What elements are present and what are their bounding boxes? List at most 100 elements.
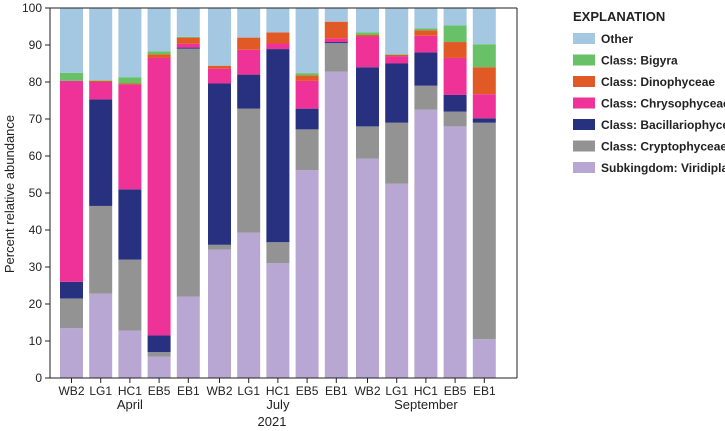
y-tick-label: 10 — [29, 334, 43, 348]
bar-segment — [472, 8, 496, 45]
bar-segment — [60, 298, 83, 329]
bar-segment — [89, 82, 113, 100]
bar-segment — [443, 8, 467, 26]
y-tick-label: 0 — [35, 371, 42, 385]
legend-swatch — [573, 97, 595, 109]
group-label: April — [117, 397, 143, 412]
bar-segment — [118, 8, 142, 78]
group-label: July — [266, 397, 290, 412]
bar-segment — [176, 8, 200, 37]
x-tick-label: EB1 — [325, 384, 348, 398]
y-tick-label: 80 — [29, 75, 43, 89]
bar-segment — [237, 49, 261, 75]
bar-segment — [414, 52, 438, 86]
bar-segment — [89, 80, 113, 81]
y-tick-label: 100 — [22, 1, 42, 15]
legend-entry: Subkingdom: Viridiplantae — [601, 161, 725, 175]
x-tick-labels: WB2 LG1 HC1 EB5 EB1 WB2 LG1 HC1 EB5 EB1 WB2 LG1 HC1 E… — [58, 378, 496, 398]
bar-segment — [237, 108, 261, 233]
bar-segment — [237, 8, 261, 38]
x-tick-label: HC1 — [118, 384, 142, 398]
legend-entry: Other — [601, 32, 633, 46]
x-tick-label: HC1 — [414, 384, 438, 398]
bar-segment — [356, 32, 379, 36]
bar-segment — [208, 244, 231, 250]
bar-segment — [385, 183, 409, 378]
bar-segment — [208, 68, 231, 84]
bar-segment — [472, 67, 496, 95]
bar-segment — [237, 74, 261, 109]
legend-entry: Class: Bigyra — [601, 54, 678, 68]
bars — [60, 8, 496, 379]
x-tick-label: EB5 — [148, 384, 171, 398]
bar-segment — [443, 57, 467, 95]
bar-segment — [266, 242, 290, 264]
bar-segment — [295, 170, 319, 378]
x-axis-year-label: 2021 — [258, 414, 287, 429]
legend-title: EXPLANATION — [573, 9, 665, 24]
y-axis-title: Percent relative abundance — [2, 115, 17, 273]
bar-segment — [385, 8, 409, 55]
bar-segment — [176, 47, 200, 49]
legend-swatch — [573, 140, 595, 152]
bar-segment — [89, 80, 113, 82]
bar-segment — [266, 32, 290, 44]
bar-segment — [443, 42, 467, 58]
bar-segment — [89, 293, 113, 378]
group-label: September — [394, 397, 458, 412]
y-tick-label: 20 — [29, 297, 43, 311]
legend: EXPLANATION Other Class: Bigyra Class: Din… — [573, 9, 725, 175]
y-tick-label: 40 — [29, 223, 43, 237]
bar-segment — [385, 56, 409, 64]
bar-segment — [266, 8, 290, 33]
bar-segment — [295, 108, 319, 130]
bar-segment — [356, 67, 379, 127]
x-tick-label: LG1 — [237, 384, 260, 398]
bar-segment — [237, 37, 261, 50]
bar-segment — [324, 42, 348, 44]
bar-segment — [414, 8, 438, 29]
bar-segment — [443, 25, 467, 43]
bar-segment — [295, 75, 319, 81]
bar-segment — [60, 328, 83, 378]
bar-segment — [324, 21, 348, 39]
bar-segment — [443, 126, 467, 379]
bar-segment — [208, 249, 231, 378]
bar-segment — [385, 63, 409, 123]
x-tick-label: LG1 — [89, 384, 112, 398]
x-tick-label: EB1 — [177, 384, 200, 398]
bar-segment — [414, 85, 438, 110]
bar-segment — [147, 57, 171, 336]
bar-segment — [118, 84, 142, 190]
y-tick-label: 60 — [29, 149, 43, 163]
bar-segment — [118, 189, 142, 260]
bar-segment — [237, 232, 261, 378]
bar-segment — [295, 80, 319, 109]
bar-segment — [472, 122, 496, 340]
bar-segment — [176, 43, 200, 48]
bar-segment — [208, 65, 231, 69]
bar-segment — [208, 83, 231, 245]
bar-segment — [147, 54, 171, 58]
bar-segment — [472, 44, 496, 68]
legend-swatch — [573, 33, 595, 44]
bar-segment — [147, 8, 171, 52]
bar-segment — [356, 158, 379, 378]
bar-segment — [176, 36, 200, 38]
bar-segment — [443, 111, 467, 127]
x-tick-label: WB2 — [354, 384, 380, 398]
bar-segment — [324, 71, 348, 378]
y-tick-label: 50 — [29, 186, 43, 200]
bar-segment — [266, 49, 290, 243]
bar-segment — [414, 28, 438, 31]
bar-segment — [118, 83, 142, 85]
bar-segment — [147, 51, 171, 55]
bar-segment — [356, 126, 379, 159]
legend-swatch — [573, 162, 595, 173]
x-tick-label: HC1 — [266, 384, 290, 398]
bar-segment — [176, 48, 200, 297]
bar-segment — [147, 352, 171, 357]
bar-segment — [295, 73, 319, 76]
y-tick-label: 70 — [29, 112, 43, 126]
